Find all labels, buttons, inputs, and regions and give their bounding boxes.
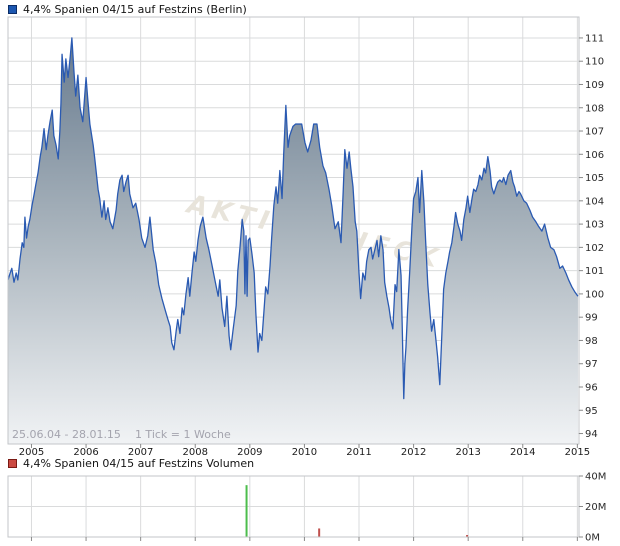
year-tick-label: 2005 [19,447,44,458]
volume-series-icon [8,459,17,468]
price-y-tick-label: 105 [585,173,604,184]
chart-info-row: 25.06.04 - 28.01.15 1 Tick = 1 Woche [12,428,231,441]
price-plot-border [7,16,580,445]
year-tick-label: 2009 [237,447,262,458]
price-y-tick-label: 107 [585,127,604,138]
volume-bars [245,485,469,537]
price-y-tick-label: 98 [585,336,598,347]
year-tick-label: 2012 [401,447,426,458]
tick-interval-label: 1 Tick = 1 Woche [134,428,231,441]
price-y-tick-label: 100 [585,289,604,300]
year-tick-label: 2010 [292,447,317,458]
year-tick-label: 2013 [455,447,480,458]
price-y-tick-label: 101 [585,266,604,277]
price-y-tick-label: 110 [585,57,604,68]
price-chart-title: 4,4% Spanien 04/15 auf Festzins (Berlin) [23,3,247,16]
price-y-tick-label: 106 [585,150,604,161]
price-y-tick-label: 95 [585,406,598,417]
year-tick-label: 2011 [346,447,371,458]
price-line [7,37,579,400]
price-y-tick-label: 96 [585,382,598,393]
year-tick-label: 2006 [73,447,98,458]
price-chart-header: 4,4% Spanien 04/15 auf Festzins (Berlin) [8,3,247,16]
price-y-tick-label: 94 [585,429,598,440]
price-y-tick-label: 109 [585,80,604,91]
price-y-tick-label: 102 [585,243,604,254]
volume-chart-title: 4,4% Spanien 04/15 auf Festzins Volumen [23,457,255,470]
price-y-tick-label: 108 [585,103,604,114]
date-range-label: 25.06.04 - 28.01.15 [12,428,121,441]
year-tick-label: 2015 [565,447,590,458]
price-area-fill [8,37,578,444]
year-tick-label: 2008 [183,447,208,458]
axes: 94 95 96 97 98 99 100 101 102 103 104 105 106 107 108 1… [19,33,607,543]
price-y-tick-label: 103 [585,220,604,231]
volume-y-tick-label: 40M [585,472,606,483]
price-y-tick-label: 99 [585,313,598,324]
price-y-tick-label: 104 [585,196,604,207]
volume-y-tick-label: 20M [585,502,606,513]
price-series-icon [8,5,17,14]
price-y-tick-label: 111 [585,33,604,44]
volume-chart-header: 4,4% Spanien 04/15 auf Festzins Volumen [8,457,254,470]
year-tick-label: 2014 [510,447,535,458]
price-y-tick-label: 97 [585,359,598,370]
volume-y-tick-label: 0M [585,533,600,544]
year-tick-label: 2007 [128,447,153,458]
